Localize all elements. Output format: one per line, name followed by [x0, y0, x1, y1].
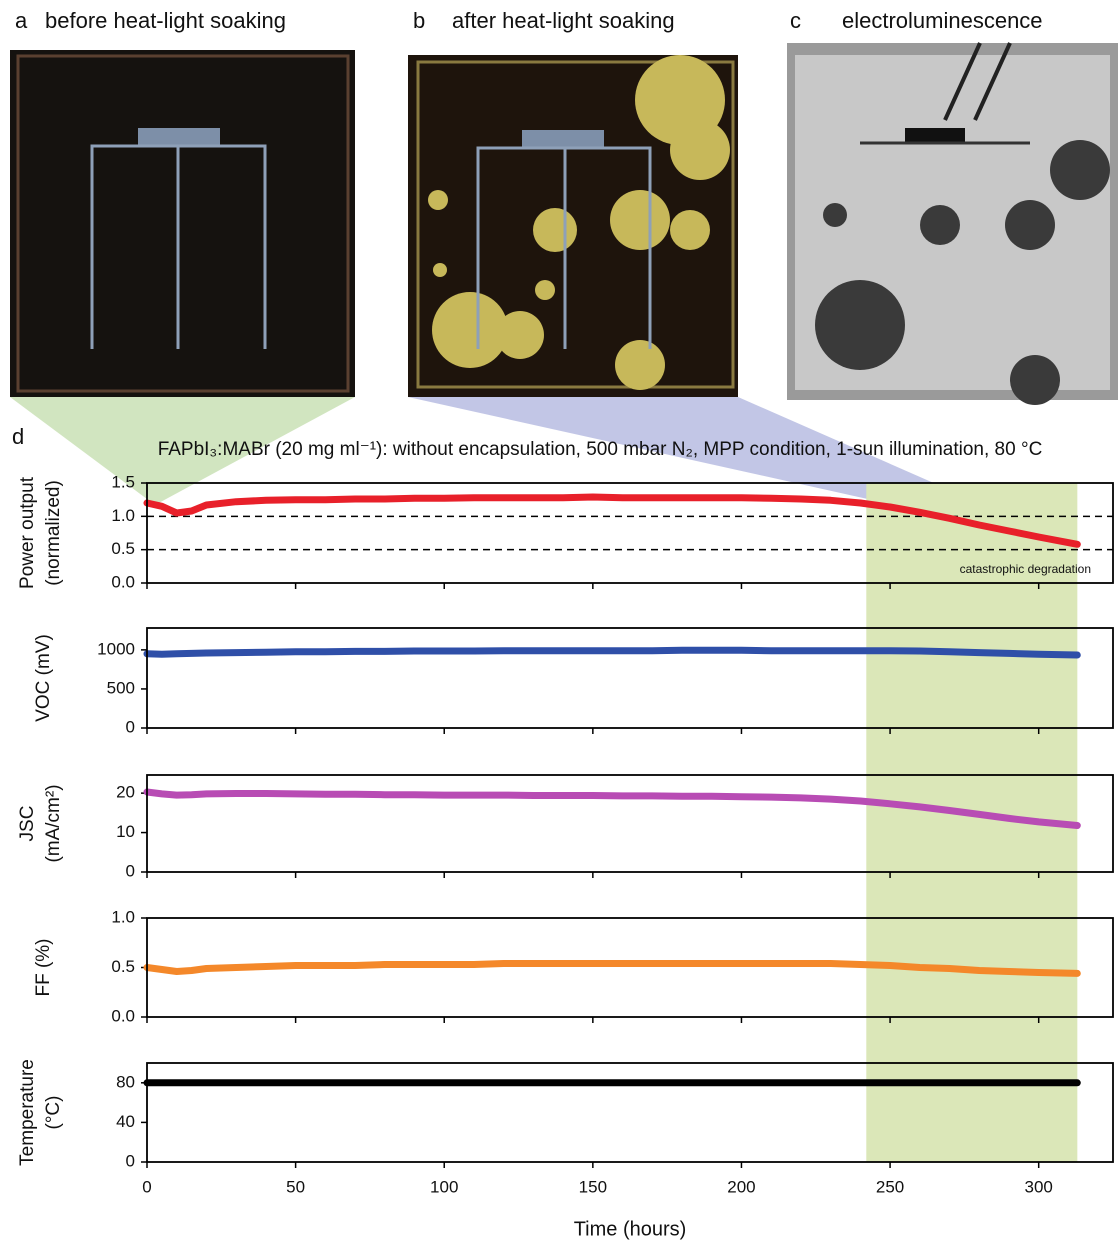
y-tick-label: 500	[107, 678, 135, 697]
y-tick-label: 0.0	[111, 1006, 135, 1025]
data-line	[143, 788, 1081, 829]
y-axis-label: Power output	[17, 476, 38, 589]
data-line	[143, 960, 1081, 977]
annotation: catastrophic degradation	[960, 562, 1091, 576]
y-axis-label: Temperature	[17, 1059, 38, 1166]
y-tick-label: 0	[126, 861, 135, 880]
panel-letter: b	[413, 8, 425, 33]
y-axis-label: JSC	[17, 806, 38, 842]
plots: 0.0 0.5 1.0 1.5 Power output (normalized) cata…	[17, 472, 1114, 1240]
x-tick-label: 250	[876, 1177, 904, 1196]
y-tick-label: 0	[126, 1151, 135, 1170]
y-tick-label: 40	[116, 1112, 135, 1131]
panel-letter: d	[12, 424, 24, 449]
plot-frame	[146, 774, 1114, 873]
y-axis-label: (normalized)	[43, 480, 64, 586]
y-tick-label: 0.5	[111, 539, 135, 558]
chart-title: FAPbI₃:MABr (20 mg ml⁻¹): without encaps…	[158, 439, 1043, 460]
y-tick-label: 1000	[97, 639, 135, 658]
y-axis-label: (°C)	[43, 1096, 64, 1130]
data-line	[143, 646, 1081, 659]
y-tick-label: 1.0	[111, 506, 135, 525]
y-tick-label: 20	[116, 783, 135, 802]
plot-frame	[146, 1062, 1114, 1163]
y-tick-label: 10	[116, 822, 135, 841]
y-tick-label: 80	[116, 1072, 135, 1091]
image-a	[10, 50, 355, 397]
panel-title: before heat-light soaking	[45, 8, 286, 33]
y-tick-label: 0.0	[111, 572, 135, 591]
x-tick-label: 50	[286, 1177, 305, 1196]
data-line	[143, 493, 1081, 548]
panel-title: after heat-light soaking	[452, 8, 675, 33]
y-axis-label: VOC (mV)	[33, 634, 54, 722]
image-c	[787, 42, 1118, 405]
y-tick-label: 0.5	[111, 957, 135, 976]
panel-title: electroluminescence	[842, 8, 1043, 33]
y-axis-label: (mA/cm²)	[43, 784, 64, 862]
x-tick-label: 0	[142, 1177, 151, 1196]
plot-frame	[146, 482, 1114, 584]
y-tick-label: 1.0	[111, 907, 135, 926]
y-tick-label: 0	[126, 717, 135, 736]
y-axis-label: FF (%)	[33, 938, 54, 996]
plot-frame	[146, 627, 1114, 729]
projection-a	[10, 397, 355, 505]
plot-frame	[146, 917, 1114, 1018]
x-tick-label: 150	[579, 1177, 607, 1196]
panel-letter: a	[15, 8, 28, 33]
x-axis-label: Time (hours)	[574, 1218, 687, 1240]
x-tick-label: 200	[727, 1177, 755, 1196]
panel-letter: c	[790, 8, 801, 33]
x-tick-label: 100	[430, 1177, 458, 1196]
x-tick-label: 300	[1025, 1177, 1053, 1196]
image-b	[408, 55, 738, 397]
panel-labels: a before heat-light soaking b after heat…	[12, 8, 1043, 449]
y-tick-label: 1.5	[111, 472, 135, 491]
